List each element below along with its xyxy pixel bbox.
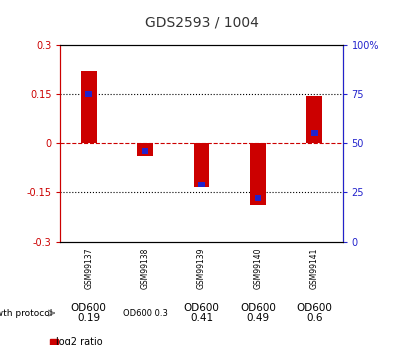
Text: GSM99140: GSM99140: [253, 247, 262, 289]
Text: log2 ratio: log2 ratio: [56, 337, 103, 345]
Text: GDS2593 / 1004: GDS2593 / 1004: [145, 16, 258, 30]
Bar: [137, 143, 153, 156]
Text: GSM99138: GSM99138: [141, 248, 150, 289]
Bar: [306, 96, 322, 143]
Text: OD600
0.19: OD600 0.19: [71, 303, 107, 324]
Text: OD600
0.6: OD600 0.6: [296, 303, 332, 324]
Text: GSM99141: GSM99141: [310, 248, 319, 289]
Bar: [198, 181, 205, 187]
Bar: [250, 143, 266, 206]
Text: growth protocol: growth protocol: [0, 308, 52, 318]
Bar: [311, 130, 318, 136]
Bar: [142, 148, 148, 154]
Text: OD600
0.49: OD600 0.49: [240, 303, 276, 324]
Text: OD600 0.3: OD600 0.3: [123, 308, 168, 318]
Bar: [81, 71, 97, 143]
Bar: [85, 91, 92, 97]
Text: GSM99139: GSM99139: [197, 247, 206, 289]
Bar: [193, 143, 210, 187]
Text: GSM99137: GSM99137: [84, 247, 93, 289]
Bar: [50, 339, 58, 345]
Bar: [255, 195, 261, 201]
Text: OD600
0.41: OD600 0.41: [183, 303, 220, 324]
